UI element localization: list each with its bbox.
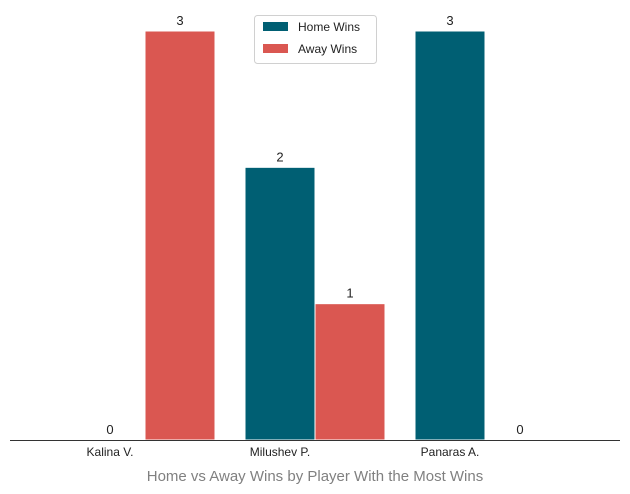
legend-label-away-wins: Away Wins	[298, 42, 357, 56]
legend-label-home-wins: Home Wins	[298, 20, 360, 34]
x-tick-labels-group: Kalina V. Milushev P. Panaras A.	[87, 445, 480, 459]
value-label-home-wins-milushev-p: 2	[276, 149, 283, 164]
bar-home-wins-panaras-a	[414, 30, 486, 441]
value-label-away-wins-milushev-p: 1	[346, 286, 353, 301]
x-tick-label-panaras-a: Panaras A.	[421, 445, 480, 459]
legend-swatch-away-wins	[263, 44, 288, 53]
bar-away-wins-kalina-v	[144, 30, 216, 441]
bars-group	[144, 30, 486, 441]
value-label-home-wins-panaras-a: 3	[446, 13, 453, 28]
x-tick-label-kalina-v: Kalina V.	[87, 445, 134, 459]
value-label-home-wins-kalina-v: 0	[106, 422, 113, 437]
bar-away-wins-milushev-p	[314, 303, 386, 441]
value-label-away-wins-kalina-v: 3	[176, 13, 183, 28]
legend-swatch-home-wins	[263, 22, 288, 31]
x-tick-label-milushev-p: Milushev P.	[250, 445, 310, 459]
value-label-away-wins-panaras-a: 0	[516, 422, 523, 437]
legend: Home Wins Away Wins	[254, 15, 377, 64]
value-labels-group: 0 3 2 1 3 0	[106, 13, 523, 437]
x-axis-title: Home vs Away Wins by Player With the Mos…	[147, 468, 483, 485]
bar-home-wins-milushev-p	[244, 166, 316, 441]
